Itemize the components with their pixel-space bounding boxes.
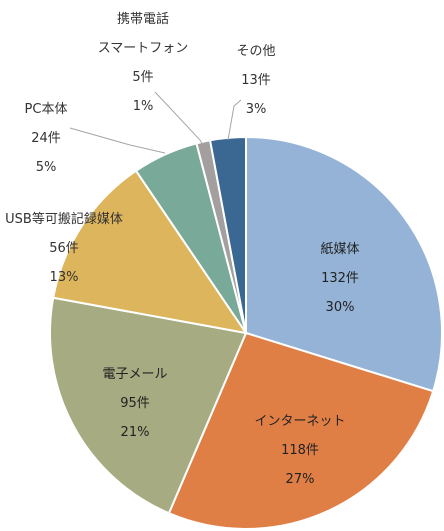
slice-name-pc: PC本体: [25, 102, 68, 117]
slice-label-internet: インターネット 118件 27%: [254, 414, 345, 487]
pie-slice-paper: [245, 135, 443, 393]
slice-count-mobile: 5件: [132, 70, 153, 85]
pie-slice-internet: [167, 331, 435, 530]
pie-slices: [49, 135, 443, 530]
slice-count-internet: 118件: [281, 443, 319, 458]
slice-percent-other: 3%: [246, 102, 267, 117]
slice-labels: 紙媒体 132件 30% インターネット 118件 27% 電子メール 95件 21% USB等可…: [5, 11, 359, 487]
slice-percent-internet: 27%: [286, 472, 315, 487]
slice-label-usb: USB等可搬記録媒体 56件 13%: [5, 211, 123, 285]
slice-label-other: その他 13件 3%: [236, 44, 275, 117]
leader-line-other: [227, 99, 242, 141]
slice-percent-email: 21%: [121, 425, 150, 440]
slice-name-other: その他: [236, 44, 275, 59]
slice-percent-pc: 5%: [36, 160, 57, 175]
slice-label-email: 電子メール 95件 21%: [102, 367, 167, 440]
slice-count-email: 95件: [120, 396, 150, 411]
slice-percent-usb: 13%: [50, 270, 79, 285]
slice-label-pc: PC本体 24件 5%: [25, 102, 68, 175]
slice-count-usb: 56件: [49, 241, 79, 256]
slice-name-mobile: スマートフォン: [98, 41, 189, 56]
slice-name-mobile: 携帯電話: [117, 11, 169, 27]
slice-percent-paper: 30%: [326, 300, 355, 315]
leader-line-pc: [69, 127, 166, 154]
slice-name-internet: インターネット: [254, 414, 345, 429]
pie-slice-usb: [52, 169, 249, 335]
slice-percent-mobile: 1%: [133, 99, 154, 114]
slice-count-pc: 24件: [31, 131, 61, 146]
slice-name-usb: USB等可搬記録媒体: [5, 211, 123, 227]
slice-count-other: 13件: [241, 73, 271, 88]
slice-label-paper: 紙媒体 132件 30%: [320, 242, 359, 315]
slice-count-paper: 132件: [321, 271, 359, 286]
slice-name-email: 電子メール: [102, 367, 167, 382]
pie-slice-email: [49, 296, 248, 515]
slice-name-paper: 紙媒体: [320, 242, 359, 257]
leader-line-mobile: [154, 91, 204, 146]
leader-lines: [69, 91, 242, 154]
